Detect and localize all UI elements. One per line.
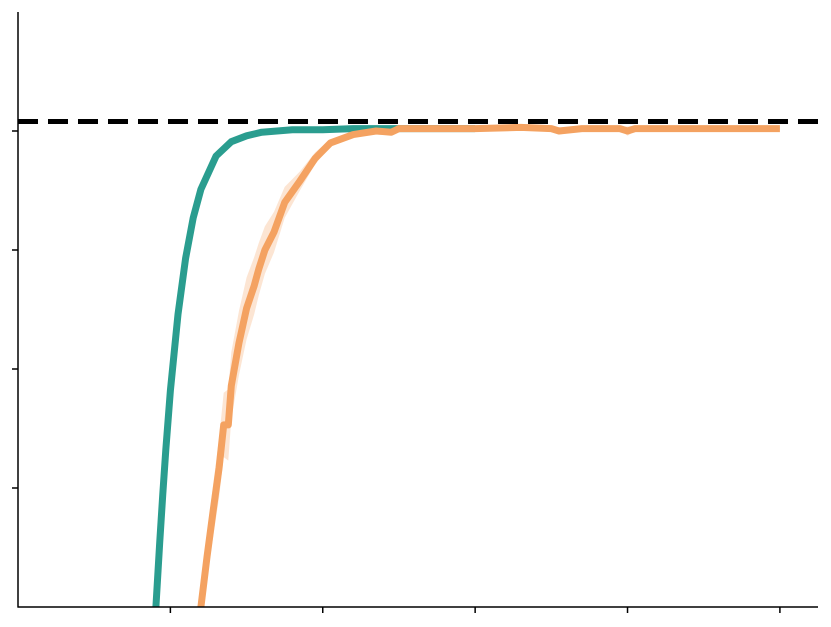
series-2-line [197,123,780,608]
axes-layer [12,12,818,613]
series-1-line [152,125,476,608]
series-layer [152,123,780,608]
